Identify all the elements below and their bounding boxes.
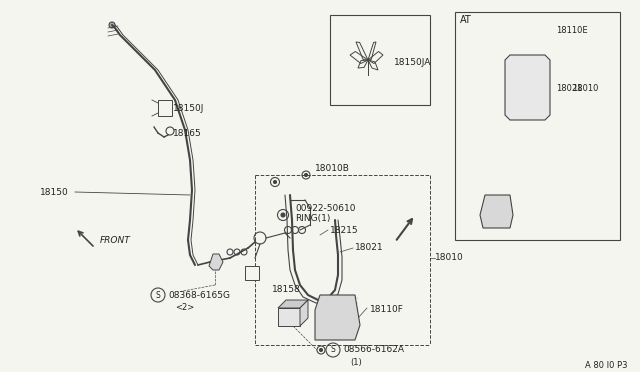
Text: 18215: 18215: [330, 225, 358, 234]
Circle shape: [305, 173, 307, 176]
Circle shape: [281, 213, 285, 217]
Text: 18010: 18010: [572, 83, 598, 93]
Circle shape: [522, 95, 532, 105]
Text: S: S: [156, 291, 161, 299]
Text: 18010: 18010: [435, 253, 464, 263]
Text: 18110E: 18110E: [556, 26, 588, 35]
Bar: [158, 100, 172, 116]
Circle shape: [273, 180, 276, 183]
Text: 18021: 18021: [355, 244, 383, 253]
Text: 18110F: 18110F: [370, 305, 404, 314]
Polygon shape: [480, 195, 513, 228]
Text: 00922-50610: 00922-50610: [295, 203, 355, 212]
Text: 18010B: 18010B: [315, 164, 350, 173]
Polygon shape: [278, 300, 308, 308]
Circle shape: [319, 349, 323, 352]
Text: 18021: 18021: [556, 83, 582, 93]
Text: FRONT: FRONT: [100, 235, 131, 244]
Circle shape: [522, 73, 532, 83]
Bar: [455, 12, 620, 240]
Circle shape: [151, 288, 165, 302]
Bar: [245, 266, 259, 280]
Text: 18150J: 18150J: [173, 103, 204, 112]
Text: 08368-6165G: 08368-6165G: [168, 291, 230, 299]
Text: 18150JA: 18150JA: [394, 58, 431, 67]
Circle shape: [109, 22, 115, 28]
Text: (1): (1): [350, 357, 362, 366]
Circle shape: [326, 343, 340, 357]
Text: S: S: [331, 346, 335, 355]
Polygon shape: [315, 295, 360, 340]
Text: 18150: 18150: [40, 187, 68, 196]
Polygon shape: [209, 254, 223, 270]
Text: 18158: 18158: [272, 285, 301, 295]
Text: RING(1): RING(1): [295, 214, 330, 222]
Text: <2>: <2>: [175, 302, 195, 311]
Text: A 80 I0 P3: A 80 I0 P3: [585, 360, 627, 369]
Polygon shape: [505, 55, 550, 120]
Text: 18165: 18165: [173, 128, 202, 138]
Bar: [330, 15, 430, 105]
Polygon shape: [300, 300, 308, 326]
Polygon shape: [278, 308, 300, 326]
Text: 08566-6162A: 08566-6162A: [343, 346, 404, 355]
Text: AT: AT: [460, 15, 472, 25]
